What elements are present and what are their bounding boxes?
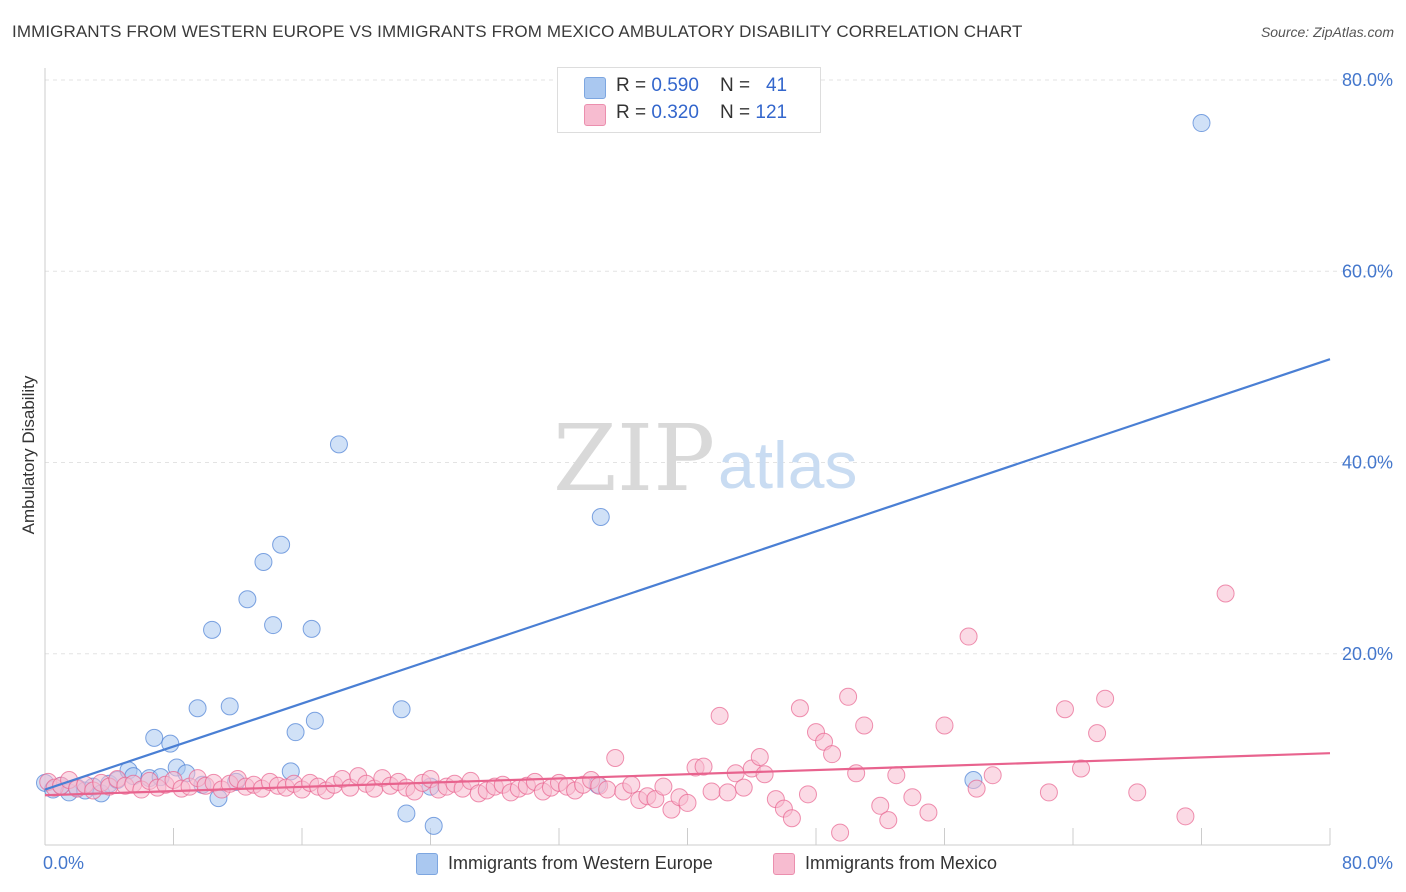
data-point-series-1: [967, 779, 986, 798]
data-point-series-0: [392, 700, 411, 719]
data-point-series-1: [755, 765, 774, 784]
data-point-series-1: [1088, 724, 1107, 743]
chart-title: IMMIGRANTS FROM WESTERN EUROPE VS IMMIGR…: [12, 22, 1023, 41]
data-point-series-1: [734, 778, 753, 797]
r-value: 0.320: [651, 102, 699, 123]
data-point-series-1: [935, 716, 954, 735]
data-point-series-1: [887, 766, 906, 785]
y-axis-tick-labels: 20.0% 40.0% 60.0% 80.0%: [1342, 70, 1393, 664]
trend-line-series-1: [44, 752, 1331, 797]
data-point-series-1: [678, 793, 697, 812]
data-point-series-1: [1072, 759, 1091, 778]
data-point-series-1: [959, 627, 978, 646]
data-point-series-1: [798, 785, 817, 804]
stats-box: R = 0.590 N = 41 R = 0.320 N = 121: [557, 67, 821, 133]
data-point-series-1: [1128, 783, 1147, 802]
gridlines: [45, 79, 1392, 655]
data-point-series-1: [823, 745, 842, 764]
watermark: ZIP atlas: [553, 405, 857, 512]
data-point-series-0: [329, 435, 348, 454]
data-point-series-0: [397, 804, 416, 823]
r-value: 0.590: [651, 75, 699, 96]
data-point-series-1: [903, 788, 922, 807]
data-point-series-0: [254, 552, 273, 571]
data-point-series-0: [264, 616, 283, 635]
data-point-series-1: [855, 716, 874, 735]
n-label: N =: [720, 75, 756, 96]
trend-lines: [44, 358, 1331, 797]
data-point-series-1: [694, 757, 713, 776]
y-tick-label: 80.0%: [1342, 70, 1393, 90]
legend-label-western-europe: Immigrants from Western Europe: [448, 853, 713, 873]
data-point-series-1: [782, 809, 801, 828]
n-value: 41: [765, 75, 788, 96]
data-point-series-0: [302, 619, 321, 638]
y-tick-label: 40.0%: [1342, 453, 1393, 473]
data-point-series-1: [831, 823, 850, 842]
data-point-series-0: [1192, 114, 1211, 133]
data-point-series-1: [1176, 807, 1195, 826]
data-point-series-1: [598, 780, 617, 799]
data-point-series-1: [1216, 584, 1235, 603]
data-point-series-0: [203, 620, 222, 639]
data-point-series-0: [238, 590, 257, 609]
data-point-series-1: [879, 811, 898, 830]
data-points: [36, 114, 1235, 842]
data-point-series-1: [919, 803, 938, 822]
x-axis-tick-labels: 0.0% 80.0%: [43, 853, 1393, 873]
data-point-series-0: [188, 699, 207, 718]
watermark-zip: ZIP: [553, 405, 715, 512]
data-point-series-0: [305, 711, 324, 730]
data-point-series-1: [871, 796, 890, 815]
data-point-series-0: [145, 728, 164, 747]
y-tick-label: 20.0%: [1342, 644, 1393, 664]
r-label: R =: [616, 102, 652, 123]
data-point-series-1: [606, 748, 625, 767]
data-point-series-0: [286, 723, 305, 742]
y-tick-label: 60.0%: [1342, 261, 1393, 281]
data-point-series-1: [1039, 783, 1058, 802]
stats-text-western-europe: R = 0.590 N = 41: [616, 75, 787, 97]
y-axis-title: Ambulatory Disability: [19, 375, 38, 534]
stats-text-mexico: R = 0.320 N = 121: [616, 102, 787, 124]
n-value: 121: [755, 102, 788, 123]
data-point-series-1: [622, 775, 641, 794]
n-label: N =: [720, 102, 756, 123]
data-point-series-1: [847, 764, 866, 783]
data-point-series-1: [790, 699, 809, 718]
data-point-series-1: [702, 782, 721, 801]
x-tick-label: 0.0%: [43, 853, 84, 873]
stats-swatch-western-europe: [584, 77, 606, 99]
x-tick-label: 80.0%: [1342, 853, 1393, 873]
data-point-series-1: [1055, 700, 1074, 719]
legend-label-mexico: Immigrants from Mexico: [805, 853, 998, 873]
data-point-series-1: [710, 706, 729, 725]
watermark-atlas: atlas: [718, 428, 857, 502]
data-point-series-1: [750, 748, 769, 767]
data-point-series-1: [654, 777, 673, 796]
data-point-series-0: [272, 535, 291, 554]
data-point-series-0: [424, 816, 443, 835]
legend-swatch-western-europe: [416, 853, 438, 875]
data-point-series-0: [591, 508, 610, 527]
data-point-series-1: [983, 766, 1002, 785]
source-label: Source: ZipAtlas.com: [1260, 24, 1394, 40]
stats-swatch-mexico: [584, 104, 606, 126]
r-label: R =: [616, 75, 652, 96]
data-point-series-1: [1096, 689, 1115, 708]
trend-line-series-0: [44, 358, 1331, 791]
data-point-series-1: [839, 687, 858, 706]
data-point-series-1: [718, 783, 737, 802]
data-point-series-0: [220, 697, 239, 716]
legend-swatch-mexico: [773, 853, 795, 875]
